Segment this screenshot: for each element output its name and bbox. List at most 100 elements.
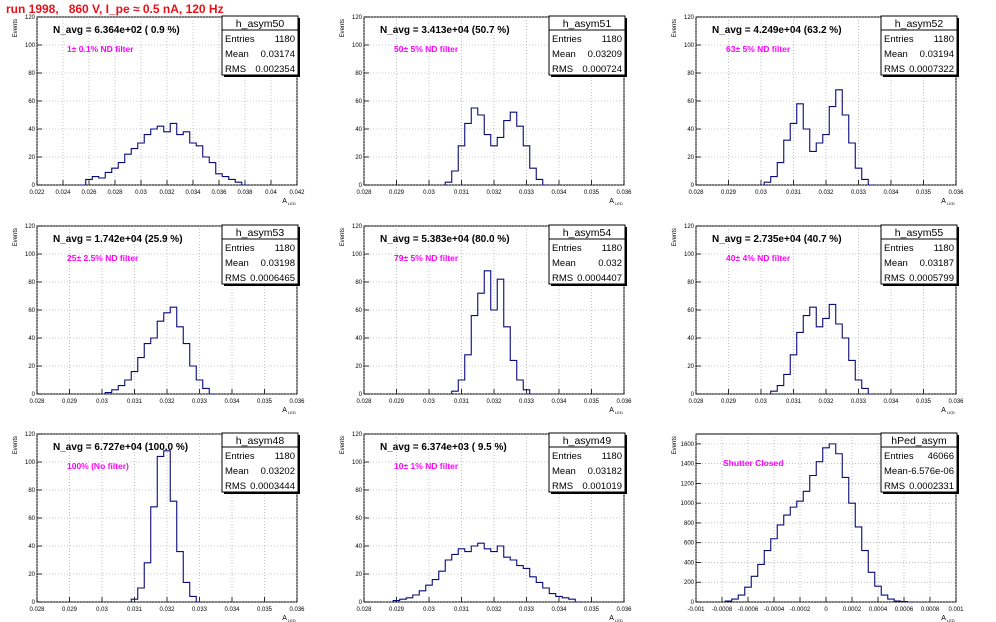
panel-h_asym54: 0.028 0.029 0.03 0.031 0.032 0.033 0.034 0.035 0… [340,224,632,415]
stats-label: Mean [884,49,908,60]
x-tick-label: 0.033 [192,399,208,405]
y-tick-label: 20 [355,364,362,370]
x-tick-label: 0.0002 [843,607,862,613]
x-tick-label: 0.031 [786,190,802,196]
stats-value: 1180 [602,243,622,254]
x-tick-label: 0.028 [29,607,45,613]
stats-box [548,224,626,285]
x-tick-label: 0.03 [755,399,767,405]
y-tick-label: 0 [359,183,363,189]
filter-label: 79± 5% ND filter [394,253,459,263]
stats-label: RMS [552,481,573,492]
x-tick-label: -0.0004 [764,607,785,613]
x-tick-label: 0.031 [127,399,143,405]
y-axis-title: Events [672,19,678,37]
y-tick-label: 40 [687,127,694,133]
y-tick-label: 80 [687,71,694,77]
x-tick-label: 0.031 [454,399,470,405]
stats-box-shadow [298,18,300,77]
x-tick-label: 0.036 [948,399,964,405]
x-tick-label: 0.03 [755,190,767,196]
stats-box [221,224,299,285]
y-tick-label: 60 [28,516,35,522]
y-tick-label: 0 [691,392,695,398]
stats-value: 0.0006465 [250,273,295,284]
histogram-line [724,443,914,603]
x-tick-label: 0.034 [224,607,240,613]
x-tick-label: 0.026 [81,190,97,196]
navg-label: N_avg = 4.249e+04 (63.2 %) [712,25,842,36]
y-tick-label: 80 [355,71,362,77]
stats-label: Mean [884,466,908,477]
y-tick-label: 0 [32,392,36,398]
stats-label: RMS [884,273,905,284]
stats-box [221,15,299,76]
y-tick-label: 80 [687,280,694,286]
stats-label: Entries [552,451,582,462]
x-tick-label: 0.042 [289,190,305,196]
y-tick-label: 0 [32,600,36,606]
x-tick-label: 0.03 [423,607,435,613]
x-tick-label: 0.03 [423,190,435,196]
panel-h_asym49: 0.028 0.029 0.03 0.031 0.032 0.033 0.034 0.035 0… [340,432,632,622]
stats-value: 0.03198 [261,258,295,269]
y-tick-label: 120 [25,15,36,21]
histogram-line [444,107,550,186]
y-tick-label: 400 [684,560,695,566]
stats-name: h_asym53 [236,227,285,239]
y-tick-label: 100 [352,43,363,49]
x-tick-label: 0.035 [916,399,932,405]
stats-value: 0.002354 [255,64,295,75]
x-tick-label: 0.035 [584,190,600,196]
x-tick-label: 0.03 [96,399,108,405]
stats-value: 0.001019 [582,481,622,492]
x-tick-label: 0.028 [356,607,372,613]
x-tick-label: 0.038 [237,190,253,196]
stats-value: 0.0005799 [909,273,954,284]
y-tick-label: 800 [684,521,695,527]
stats-box-shadow [957,18,959,77]
stats-name: h_asym48 [236,435,285,447]
x-tick-label: 0.034 [551,607,567,613]
stats-box-shadow [298,227,300,286]
y-tick-label: 120 [352,432,363,438]
navg-label: N_avg = 1.742e+04 (25.9 %) [53,234,183,245]
stats-value: 1180 [602,34,622,45]
stats-box-shadow [883,492,959,494]
y-tick-label: 120 [25,224,36,230]
y-tick-label: 40 [687,336,694,342]
stats-value: 0.03194 [920,49,954,60]
x-tick-label: 0.03 [135,190,147,196]
histogram-line [392,542,582,603]
stats-value: 0.000724 [582,64,622,75]
filter-label: 100% (No filter) [67,461,129,471]
x-tick-label: 0.031 [454,607,470,613]
stats-label: Mean [225,49,249,60]
x-tick-label: 0.0004 [869,607,888,613]
y-tick-label: 80 [355,488,362,494]
histogram-line [770,303,875,395]
stats-box-shadow [883,75,959,77]
stats-label: RMS [884,481,905,492]
y-tick-label: 120 [25,432,36,438]
stats-box-shadow [551,492,627,494]
stats-box-shadow [224,284,300,286]
x-tick-label: 0.035 [916,190,932,196]
x-axis-title: A LED [941,198,955,206]
y-tick-label: 100 [25,460,36,466]
y-tick-label: 200 [684,580,695,586]
x-tick-label: 0.033 [851,190,867,196]
y-tick-label: 60 [28,308,35,314]
stats-box [548,15,626,76]
panel-hPed_asym: -0.001 -0.0008 -0.0006 -0.0004 -0.0002 0 0.000… [672,432,964,622]
x-tick-label: 0.028 [688,399,704,405]
stats-value: 0.0002331 [909,481,954,492]
stats-name: h_asym52 [895,18,944,30]
stats-name: h_asym51 [563,18,612,30]
x-tick-label: 0.036 [289,607,305,613]
x-tick-label: 0.036 [948,190,964,196]
y-axis-title: Events [13,436,19,454]
stats-box-shadow [883,284,959,286]
y-tick-label: 0 [691,183,695,189]
